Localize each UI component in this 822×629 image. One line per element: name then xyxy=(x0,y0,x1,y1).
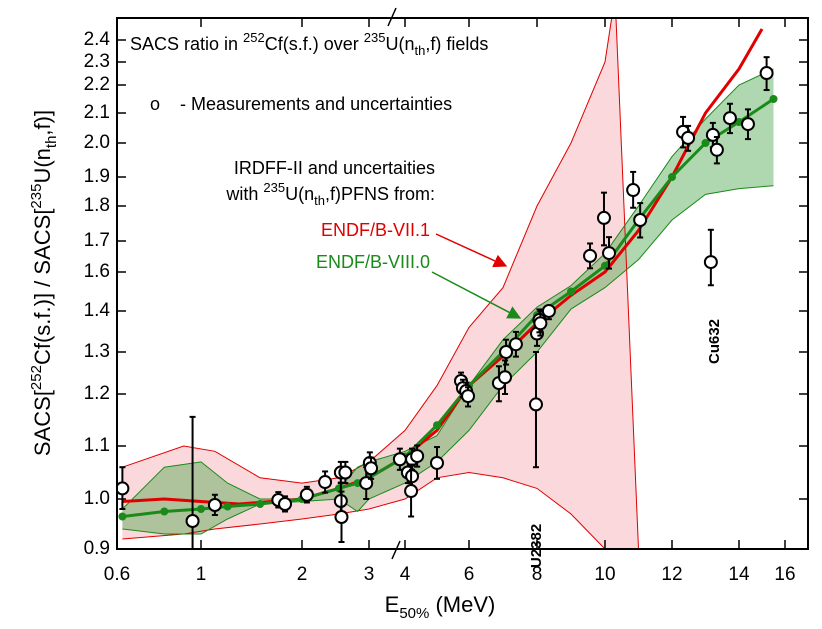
x-tick-label: 8 xyxy=(532,564,543,585)
measurement-point xyxy=(583,248,598,263)
measurement-point xyxy=(740,117,755,132)
measurement-point xyxy=(299,487,314,502)
measurement-point xyxy=(703,255,718,270)
y-tick-label: 1.1 xyxy=(84,435,110,456)
uncertainty-band xyxy=(122,18,639,549)
axis-break xyxy=(391,540,401,560)
point-label: U2382 xyxy=(528,524,545,568)
measurement-point xyxy=(508,337,523,352)
x-tick-label: 6 xyxy=(464,564,475,585)
line-dot xyxy=(701,139,710,147)
y-tick-label: 2.3 xyxy=(84,51,110,72)
y-tick-label: 2.4 xyxy=(84,29,111,50)
measurement-point xyxy=(207,498,222,512)
x-tick-label: 12 xyxy=(661,564,682,585)
line-dot xyxy=(160,507,169,516)
measurement-point xyxy=(722,111,737,126)
x-tick-label: 0.6 xyxy=(104,564,130,585)
y-tick-label: 1.8 xyxy=(84,195,110,216)
measurement-point xyxy=(633,213,648,227)
point-label: Cu632 xyxy=(706,319,723,364)
measurement-point xyxy=(430,455,444,470)
legend-models: IRDFF-II and uncertaities xyxy=(234,158,435,178)
y-tick-label: 1.2 xyxy=(84,383,110,404)
y-tick-label: 2.2 xyxy=(84,74,110,95)
measurement-point xyxy=(541,304,556,318)
measurement-point xyxy=(185,514,200,528)
y-tick-label: 1.6 xyxy=(84,261,110,282)
line-dot xyxy=(197,505,205,513)
line-dot xyxy=(118,512,127,521)
x-tick-label: 1 xyxy=(196,564,207,585)
y-tick-label: 1.7 xyxy=(84,230,110,251)
plot-area xyxy=(117,18,778,549)
measurement-point xyxy=(681,130,696,145)
legend-green: ENDF/B-VIII.0 xyxy=(316,252,430,272)
legend-measurements: - Measurements and uncertainties xyxy=(180,94,452,114)
measurement-point xyxy=(498,370,513,385)
measurement-point xyxy=(392,452,407,467)
y-tick-label: 2.0 xyxy=(84,132,110,153)
measurement-point xyxy=(364,461,379,476)
measurement-point xyxy=(404,484,419,499)
measurement-point xyxy=(338,465,353,480)
line-dot xyxy=(223,502,232,511)
band-edge xyxy=(122,68,774,510)
line-dot xyxy=(567,287,575,296)
plot-frame xyxy=(116,17,809,550)
measurement-point xyxy=(596,210,611,225)
y-tick-label: 1.0 xyxy=(84,488,110,509)
measurement-point xyxy=(759,66,774,81)
axes: 0.6 1 2 3 4 6 8 10 12 14 160.91.01.11.21.31.41.61.… xyxy=(84,7,809,585)
band-edge xyxy=(122,471,606,549)
measurement-point xyxy=(334,510,349,524)
y-tick-label: 0.9 xyxy=(84,538,110,559)
x-axis-title: E50% (MeV) xyxy=(385,592,496,622)
measurement-point xyxy=(626,183,641,198)
legend-marker: o xyxy=(150,94,160,114)
x-tick-label: 2 xyxy=(297,564,308,585)
x-tick-label: 16 xyxy=(774,564,795,585)
arrow xyxy=(435,233,508,268)
measurement-point xyxy=(602,246,617,261)
y-tick-label: 1.3 xyxy=(84,341,110,362)
measurement-point xyxy=(709,142,724,157)
measurement-point xyxy=(117,481,130,496)
measurement-point xyxy=(410,449,425,464)
measurement-point xyxy=(533,316,548,331)
x-tick-label: 4 xyxy=(400,564,411,585)
line-dot xyxy=(433,421,441,430)
axis-break xyxy=(387,7,397,27)
line-dot xyxy=(668,173,676,181)
legend-red: ENDF/B-VII.1 xyxy=(321,220,430,240)
measurement-point xyxy=(528,397,543,412)
y-axis-title: SACS[252Cf(s.f.)] / SACS[235U(nth,f)] xyxy=(28,110,60,456)
measurement-point xyxy=(278,497,293,511)
y-tick-label: 1.9 xyxy=(84,166,110,187)
uncertainty-band xyxy=(122,68,774,535)
y-tick-label: 2.1 xyxy=(84,102,110,123)
measurement-point xyxy=(461,389,476,404)
chart-title: SACS ratio in 252Cf(s.f.) over 235U(nth,… xyxy=(130,30,488,58)
arrow xyxy=(431,271,522,319)
measurement-point xyxy=(318,475,333,490)
measurement-point xyxy=(359,476,374,491)
line-dot xyxy=(256,500,265,508)
x-tick-label: 14 xyxy=(728,564,750,585)
band-edge xyxy=(122,18,639,549)
legend-models-2: with 235U(nth,f)PFNS from: xyxy=(225,180,435,208)
x-tick-label: 10 xyxy=(594,564,615,585)
x-tick-label: 3 xyxy=(364,564,375,585)
line-dot xyxy=(769,95,778,103)
measurement-point xyxy=(499,345,514,359)
y-tick-label: 1.4 xyxy=(84,300,111,321)
